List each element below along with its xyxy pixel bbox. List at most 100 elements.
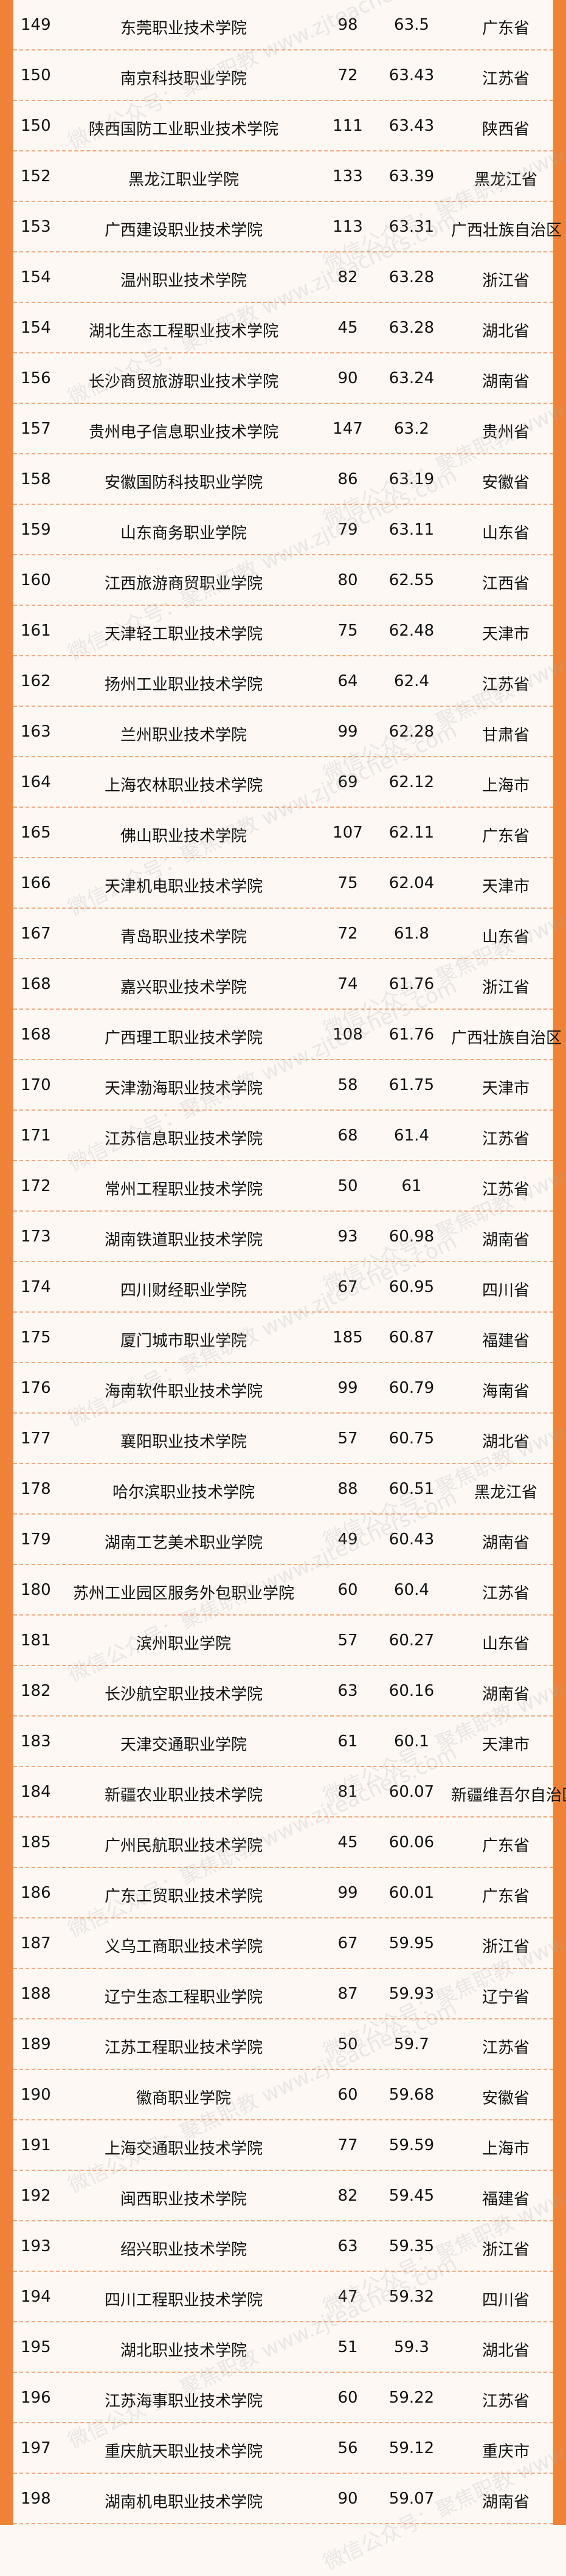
province-cell: 陕西省 — [481, 120, 530, 139]
province-cell: 广东省 — [481, 19, 530, 38]
score-cell: 61.4 — [394, 1127, 429, 1145]
province-cell: 浙江省 — [481, 272, 530, 290]
table-row: 183 天津交通职业学院 61 60.1 天津市 — [13, 1717, 553, 1767]
count-cell: 90 — [337, 369, 358, 387]
table-row: 156 长沙商贸旅游职业技术学院 90 63.24 湖南省 — [13, 353, 553, 404]
school-name-cell: 哈尔滨职业技术学院 — [112, 1484, 255, 1502]
score-cell: 59.7 — [394, 2035, 429, 2054]
school-name-cell: 常州工程职业技术学院 — [104, 1181, 263, 1199]
table-row: 170 天津渤海职业技术学院 58 61.75 天津市 — [13, 1060, 553, 1111]
province-cell: 湖南省 — [481, 1231, 530, 1249]
table-row: 187 义乌工商职业技术学院 67 59.95 浙江省 — [13, 1918, 553, 1969]
province-cell: 山东省 — [481, 1635, 530, 1653]
score-cell: 59.3 — [394, 2338, 429, 2356]
school-name-cell: 广西理工职业技术学院 — [104, 1029, 263, 1047]
count-cell: 74 — [337, 975, 358, 993]
rank-cell: 168 — [21, 975, 51, 993]
province-cell: 新疆维吾尔自治区 — [451, 1786, 566, 1805]
table-row: 160 江西旅游商贸职业学院 80 62.55 江西省 — [13, 555, 553, 606]
table-row: 190 徽商职业学院 60 59.68 安徽省 — [13, 2070, 553, 2120]
school-name-cell: 滨州职业学院 — [136, 1635, 231, 1653]
count-cell: 45 — [337, 319, 358, 337]
province-cell: 安徽省 — [481, 474, 530, 492]
score-cell: 63.39 — [388, 167, 435, 186]
count-cell: 67 — [337, 1934, 358, 1953]
table-row: 184 新疆农业职业技术学院 81 60.07 新疆维吾尔自治区 — [13, 1767, 566, 1817]
count-cell: 99 — [337, 1379, 358, 1397]
score-cell: 63.43 — [388, 66, 435, 85]
ranking-table: 149 东莞职业技术学院 98 63.5 广东省 150 南京科技职业学院 72 63.43 江苏… — [13, 0, 566, 2524]
score-cell: 63.43 — [388, 117, 435, 135]
score-cell: 62.04 — [388, 874, 435, 892]
count-cell: 60 — [337, 2389, 358, 2407]
count-cell: 82 — [337, 2187, 358, 2205]
table-row: 167 青岛职业技术学院 72 61.8 山东省 — [13, 909, 553, 959]
province-cell: 天津市 — [481, 625, 530, 644]
score-cell: 60.79 — [388, 1379, 435, 1397]
count-cell: 111 — [333, 117, 363, 135]
rank-cell: 152 — [21, 167, 51, 186]
school-name-cell: 山东商务职业学院 — [120, 524, 247, 543]
school-name-cell: 上海交通职业技术学院 — [104, 2140, 263, 2158]
table-row: 163 兰州职业技术学院 99 62.28 甘肃省 — [13, 707, 553, 757]
rank-cell: 172 — [21, 1177, 51, 1195]
count-cell: 108 — [333, 1026, 363, 1044]
table-row: 185 广州民航职业技术学院 45 60.06 广东省 — [13, 1817, 553, 1868]
table-row: 154 温州职业技术学院 82 63.28 浙江省 — [13, 252, 553, 303]
province-cell: 江苏省 — [481, 2039, 530, 2057]
count-cell: 81 — [337, 1783, 358, 1801]
school-name-cell: 江西旅游商贸职业学院 — [104, 575, 263, 593]
score-cell: 60.16 — [388, 1682, 435, 1700]
count-cell: 87 — [337, 1985, 358, 2003]
province-cell: 湖南省 — [481, 373, 530, 391]
count-cell: 68 — [337, 1127, 358, 1145]
count-cell: 61 — [337, 1732, 358, 1751]
rank-cell: 194 — [21, 2288, 51, 2306]
rank-cell: 164 — [21, 773, 51, 791]
score-cell: 59.68 — [388, 2086, 435, 2104]
school-name-cell: 新疆农业职业技术学院 — [104, 1786, 263, 1805]
rank-cell: 189 — [21, 2035, 51, 2054]
table-row: 164 上海农林职业技术学院 69 62.12 上海市 — [13, 757, 553, 808]
count-cell: 80 — [337, 571, 358, 589]
school-name-cell: 兰州职业技术学院 — [120, 726, 247, 745]
score-cell: 63.28 — [388, 319, 435, 337]
province-cell: 浙江省 — [481, 1938, 530, 1956]
table-row: 188 辽宁生态工程职业学院 87 59.93 辽宁省 — [13, 1969, 553, 2019]
rank-cell: 154 — [21, 268, 51, 286]
school-name-cell: 重庆航天职业技术学院 — [104, 2443, 263, 2461]
rank-cell: 171 — [21, 1127, 51, 1145]
score-cell: 60.95 — [388, 1278, 435, 1296]
rank-cell: 150 — [21, 66, 51, 85]
school-name-cell: 江苏信息职业技术学院 — [104, 1130, 263, 1148]
score-cell: 61.75 — [388, 1076, 435, 1094]
score-cell: 63.11 — [388, 521, 435, 539]
score-cell: 60.01 — [388, 1884, 435, 1902]
count-cell: 75 — [337, 622, 358, 640]
province-cell: 广西壮族自治区 — [451, 1029, 562, 1047]
province-cell: 湖北省 — [481, 1433, 530, 1451]
table-row: 180 苏州工业园区服务外包职业学院 60 60.4 江苏省 — [13, 1565, 553, 1616]
count-cell: 72 — [337, 925, 358, 943]
school-name-cell: 江苏海事职业技术学院 — [104, 2392, 263, 2411]
score-cell: 59.07 — [388, 2490, 435, 2508]
score-cell: 60.98 — [388, 1227, 435, 1246]
school-name-cell: 厦门城市职业学院 — [120, 1332, 247, 1350]
count-cell: 47 — [337, 2288, 358, 2306]
table-row: 189 江苏工程职业技术学院 50 59.7 江苏省 — [13, 2019, 553, 2070]
score-cell: 62.4 — [394, 672, 429, 690]
score-cell: 59.12 — [388, 2439, 435, 2457]
count-cell: 50 — [337, 1177, 358, 1195]
school-name-cell: 扬州工业职业技术学院 — [104, 676, 263, 694]
table-row: 196 江苏海事职业技术学院 60 59.22 江苏省 — [13, 2373, 553, 2423]
table-row: 194 四川工程职业技术学院 47 59.32 四川省 — [13, 2272, 553, 2322]
score-cell: 60.51 — [388, 1480, 435, 1498]
table-row: 162 扬州工业职业技术学院 64 62.4 江苏省 — [13, 656, 553, 707]
province-cell: 天津市 — [481, 1736, 530, 1754]
score-cell: 62.11 — [388, 824, 435, 842]
score-cell: 59.22 — [388, 2389, 435, 2407]
province-cell: 江西省 — [481, 575, 530, 593]
province-cell: 浙江省 — [481, 2241, 530, 2259]
rank-cell: 159 — [21, 521, 51, 539]
province-cell: 四川省 — [481, 2291, 530, 2310]
